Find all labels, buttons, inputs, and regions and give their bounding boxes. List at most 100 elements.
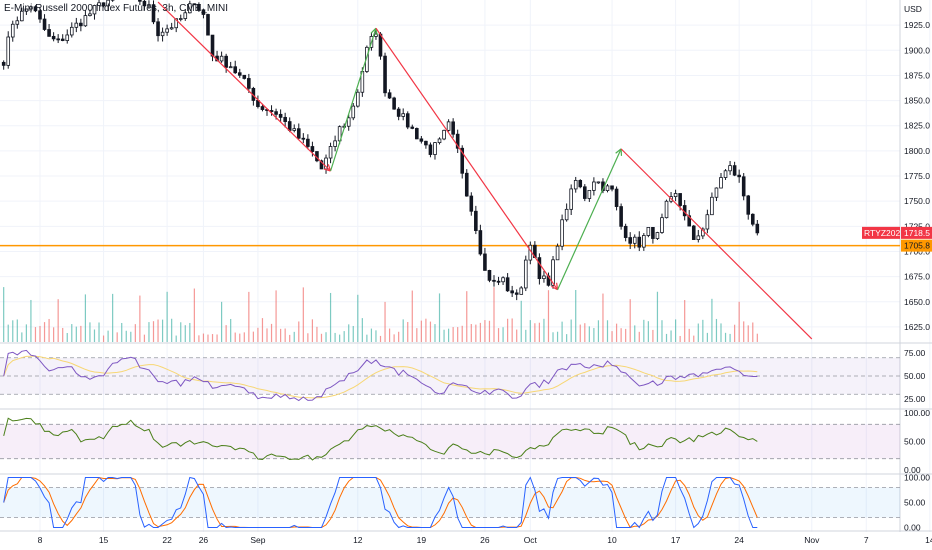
volume-bar: [275, 290, 277, 342]
candles: [1, 0, 760, 301]
stochastic-pane: [0, 476, 900, 529]
candle-body: [660, 217, 664, 233]
candle-body: [292, 128, 297, 131]
volume-bar: [593, 328, 595, 342]
candle-body: [1, 61, 6, 66]
candle-body: [573, 180, 578, 190]
candle-body: [351, 105, 356, 119]
candle-body: [151, 4, 156, 23]
candle-body: [501, 277, 505, 283]
volume-bar: [348, 324, 350, 342]
volume-bar: [634, 325, 636, 342]
candle-body: [233, 66, 238, 74]
candle-body: [614, 188, 619, 207]
candle-body: [451, 121, 455, 135]
candle-body: [737, 174, 741, 178]
volume-bar: [407, 322, 409, 342]
volume-bar: [393, 334, 395, 342]
volume-bar: [575, 289, 577, 342]
volume-bar: [225, 325, 227, 342]
volume-bar: [756, 333, 758, 342]
candle-body: [560, 219, 564, 247]
volume-bar: [139, 295, 141, 342]
candle-body: [65, 34, 70, 41]
candle-body: [555, 245, 560, 261]
volume-bar: [98, 322, 100, 342]
candle-body: [460, 147, 465, 174]
support-badge: [901, 239, 932, 252]
price-tick-label: 1625.0: [904, 322, 930, 332]
volume-bar: [384, 301, 386, 342]
volume-bar: [516, 329, 518, 342]
candle-body: [183, 12, 188, 19]
candle-body: [732, 165, 737, 176]
volume-bar: [388, 328, 391, 342]
candle-body: [69, 26, 74, 36]
candle-body: [147, 4, 151, 7]
volume-bar: [534, 323, 536, 342]
volume-bar: [702, 319, 704, 342]
price-tick-label: 1875.0: [904, 70, 930, 80]
rsi-line: [3, 349, 758, 402]
candle-body: [237, 72, 242, 76]
volume-bar: [443, 329, 445, 342]
volume-bar: [402, 319, 404, 342]
trend-lines: [157, 1, 813, 340]
candle-body: [623, 225, 628, 238]
volume-bar: [452, 327, 454, 342]
volume-bar: [130, 331, 132, 342]
time-axis: 8 15 22 26 Sep 12 19 26 Oct 10 17 24 Nov 7 14: [38, 535, 932, 545]
candle-body: [83, 15, 88, 27]
volume-bar: [184, 325, 186, 342]
volume-bar: [507, 318, 509, 342]
price-tick-label: 1750.0: [904, 196, 930, 206]
volume-bar: [357, 294, 359, 342]
candle-body: [247, 78, 251, 89]
candle-body: [346, 117, 351, 127]
candle-body: [387, 92, 392, 99]
volume-bar: [475, 324, 477, 342]
volume-bar: [189, 322, 191, 342]
volume-bar: [352, 325, 354, 342]
trend-arrowhead: [551, 282, 559, 291]
volume-bar: [470, 324, 472, 342]
currency-label: USD: [904, 4, 922, 14]
price-tick-label: 1725.0: [904, 221, 930, 231]
volume-bar: [257, 327, 259, 342]
time-tick-label: 7: [864, 535, 869, 545]
candle-body: [392, 97, 396, 110]
candle-body: [741, 176, 746, 197]
trend-arrowhead: [615, 148, 623, 156]
volume-bar: [211, 334, 214, 342]
candle-body: [405, 113, 410, 128]
volume-bar: [547, 290, 550, 342]
volume-bar: [615, 323, 618, 342]
volume-bar: [266, 328, 268, 342]
candle-body: [719, 177, 723, 189]
candle-body: [383, 55, 387, 94]
volume-bar: [747, 325, 749, 342]
volume-bar: [738, 301, 740, 342]
candle-body: [283, 116, 287, 122]
volume-bar: [171, 318, 173, 342]
rsi-tick-label: 75.00: [904, 348, 926, 358]
stoch-tick-label: 100.00: [904, 473, 930, 483]
osc-band-fill: [0, 424, 900, 459]
volume-bar: [511, 318, 513, 342]
volume-bar: [656, 291, 659, 342]
time-tick-label: 8: [38, 535, 43, 545]
volume-bar: [80, 325, 82, 342]
candle-body: [333, 140, 337, 147]
candle-body: [278, 113, 283, 118]
volume-bar: [461, 325, 463, 342]
volume-bar: [89, 322, 91, 342]
volume-bar: [48, 318, 50, 342]
candle-body: [319, 160, 324, 170]
candle-body: [219, 55, 224, 62]
volume-bar: [116, 332, 118, 342]
price-tick-label: 1900.0: [904, 45, 930, 55]
candle-body: [610, 185, 614, 190]
volume-bar: [107, 330, 109, 342]
